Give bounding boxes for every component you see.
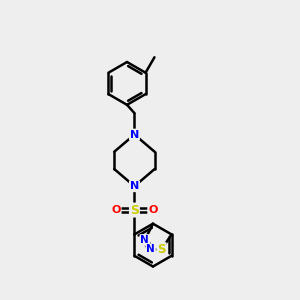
Text: S: S	[130, 203, 139, 217]
Text: S: S	[157, 243, 166, 256]
Text: N: N	[130, 130, 139, 140]
Text: O: O	[111, 205, 121, 215]
Text: N: N	[146, 244, 155, 254]
Text: O: O	[148, 205, 158, 215]
Text: N: N	[140, 235, 149, 245]
Text: N: N	[130, 181, 139, 191]
